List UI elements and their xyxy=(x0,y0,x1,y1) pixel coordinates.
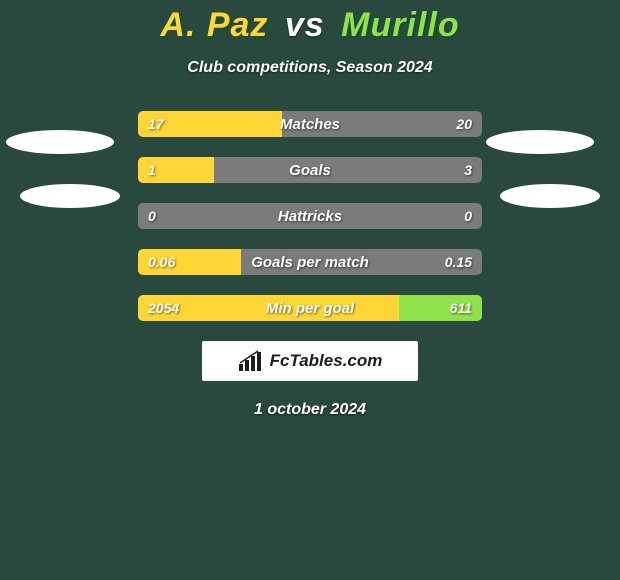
stat-row: 0.06Goals per match0.15 xyxy=(138,249,482,275)
badge-text: FcTables.com xyxy=(270,351,383,371)
team-badge-placeholder xyxy=(6,130,114,154)
bars-icon xyxy=(238,350,264,372)
stat-row: 1Goals3 xyxy=(138,157,482,183)
stat-row: 2054Min per goal611 xyxy=(138,295,482,321)
stat-value-right: 0 xyxy=(464,203,472,229)
player1-name: A. Paz xyxy=(160,6,268,44)
stat-label: Goals xyxy=(138,157,482,183)
team-badge-placeholder xyxy=(500,184,600,208)
player2-name: Murillo xyxy=(341,6,459,44)
team-badge-placeholder xyxy=(486,130,594,154)
stat-label: Matches xyxy=(138,111,482,137)
comparison-chart: 17Matches20 1Goals3 0Hattricks0 0.06Goals p… xyxy=(138,111,482,321)
stat-label: Goals per match xyxy=(138,249,482,275)
vs-label: vs xyxy=(285,6,325,44)
stat-label: Hattricks xyxy=(138,203,482,229)
stat-row: 17Matches20 xyxy=(138,111,482,137)
page-title: A. Paz vs Murillo xyxy=(0,6,620,45)
team-badge-placeholder xyxy=(20,184,120,208)
stat-value-right: 0.15 xyxy=(445,249,472,275)
stat-value-right: 3 xyxy=(464,157,472,183)
date-label: 1 october 2024 xyxy=(0,401,620,419)
stat-row: 0Hattricks0 xyxy=(138,203,482,229)
stat-value-right: 611 xyxy=(450,295,472,321)
fctables-badge: FcTables.com xyxy=(202,341,418,381)
stat-label: Min per goal xyxy=(138,295,482,321)
subtitle: Club competitions, Season 2024 xyxy=(0,59,620,77)
stat-value-right: 20 xyxy=(456,111,472,137)
